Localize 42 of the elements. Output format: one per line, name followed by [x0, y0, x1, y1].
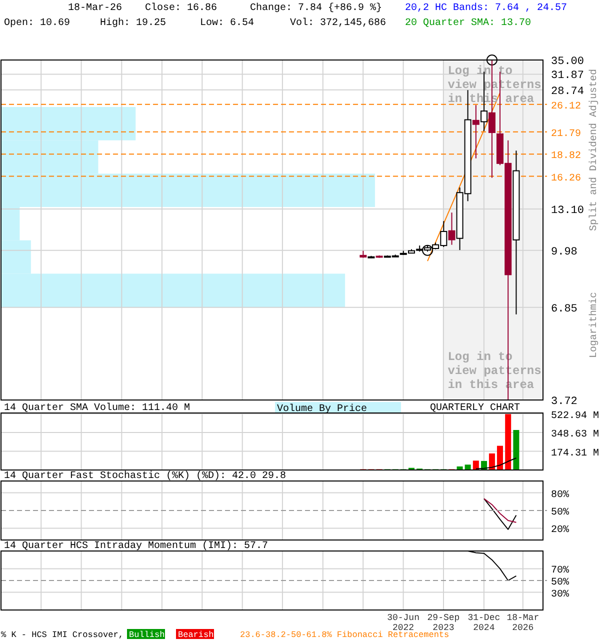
- text: Bullish: [129, 630, 165, 640]
- y-tick-label: 348.63 M: [551, 430, 600, 441]
- y-tick-label: 50%: [551, 578, 570, 588]
- text: Logarithmic: [588, 292, 600, 358]
- text: 20 Quarter SMA: 13.70: [405, 18, 532, 29]
- chart-title: 14 Quarter SMA Volume: 111.40 M: [4, 402, 190, 414]
- y-tick-label: 20%: [551, 525, 570, 536]
- y-tick-label: 31.87: [551, 70, 584, 82]
- y-tick-label: 80%: [551, 490, 570, 501]
- x-tick-label: 31-Dec 2024: [468, 613, 500, 633]
- y-tick-label: 70%: [551, 566, 570, 577]
- y-tick-label: 30%: [551, 589, 570, 600]
- y-tick-label: 6.85: [551, 303, 578, 316]
- text: Bearish: [178, 630, 214, 640]
- text: 20,2 HC Bands: 7.64 , 24.57: [405, 2, 568, 14]
- text: Close: 16.86: [145, 2, 218, 14]
- y-tick-label: 35.00: [551, 56, 584, 68]
- y-tick-label: 28.74: [551, 86, 584, 98]
- text: 18-Mar-26: [68, 3, 122, 14]
- y-axis-title: Split and Dividend Adjusted: [588, 68, 600, 232]
- ref-line-label: 18.82: [551, 151, 582, 162]
- text: Volume By Price: [277, 403, 368, 415]
- text: Vol: 372,145,686: [290, 17, 386, 29]
- text: Open: 10.69: [4, 18, 70, 29]
- y-tick-label: 9.98: [551, 246, 578, 258]
- y-tick-label: 3.72: [551, 396, 578, 408]
- text: High: 19.25: [100, 17, 166, 29]
- chart-title: 14 Quarter HCS Intraday Momentum (IMI): 57.7: [4, 540, 268, 552]
- y-tick-label: 174.31 M: [551, 448, 600, 460]
- ref-line-label: 26.12: [551, 101, 582, 112]
- x-tick-label: 18-Mar 2026: [506, 613, 540, 633]
- y-tick-label: 13.10: [551, 205, 584, 218]
- chart-title: 14 Quarter Fast Stochastic (%K) (%D): 42.0 29.8: [4, 470, 286, 482]
- text: Change: 7.84 {+86.9 %}: [250, 2, 382, 14]
- y-tick-label: 522.94 M: [551, 410, 600, 422]
- ref-line-label: 21.79: [551, 128, 582, 140]
- text: Low: 6.54: [200, 18, 254, 29]
- ref-line-label: 16.26: [551, 173, 582, 184]
- text: % K - HCS IMI Crossover,: [1, 630, 124, 640]
- annotation: QUARTERLY CHART: [430, 403, 520, 414]
- y-tick-label: 50%: [551, 508, 570, 518]
- text: 23.6-38.2-50-61.8% Fibonacci Retracements: [240, 630, 450, 640]
